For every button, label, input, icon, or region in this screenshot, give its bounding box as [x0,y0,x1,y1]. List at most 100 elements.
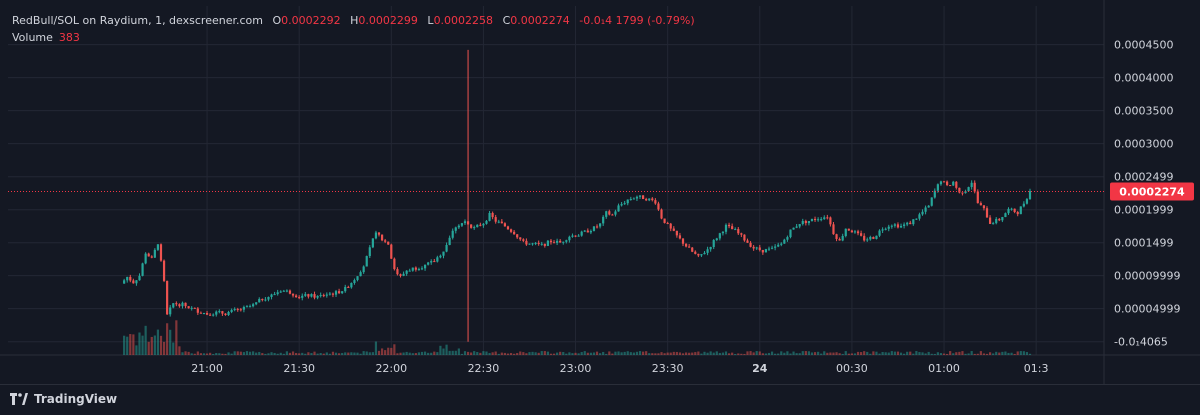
volume-bar [304,353,307,355]
candle-body [549,240,553,243]
volume-bar [377,350,381,355]
candle-body [580,231,583,236]
volume-bar [497,353,500,355]
volume-bar [255,352,258,355]
candle-body [608,211,611,215]
candle-body [528,243,531,245]
volume-bar [362,351,365,355]
candle-body [233,309,236,311]
x-tick-label: 00:30 [836,362,868,375]
volume-bar [224,353,227,355]
volume-bar [592,352,596,355]
candle-body [982,205,986,209]
candle-body [295,295,298,298]
candle-body [617,205,620,212]
candle-body [783,239,786,244]
candle-body [675,230,678,236]
volume-bar [967,353,970,355]
volume-bar [273,352,276,355]
candle-body [473,227,476,229]
candle-body [430,261,433,263]
volume-bar [282,353,285,355]
candle-body [181,302,184,307]
volume-bar [632,352,635,355]
candle-body [663,218,666,223]
candle-body [448,237,451,245]
candle-body [439,255,442,258]
candle-body [298,297,301,299]
volume-bar [777,353,780,355]
candle-body [817,219,820,221]
candle-body [592,226,596,231]
candle-body [509,229,513,232]
candle-body [850,230,853,233]
volume-bar [595,351,599,355]
volume-bar [620,352,623,355]
candle-body [454,227,457,231]
volume-bar [261,353,264,355]
candle-body [823,217,826,220]
volume-bar [703,351,706,355]
price-chart[interactable]: 0.0004500 0.0004000 0.0003500 0.0003000 0.00… [0,0,1200,384]
candle-body [942,181,946,183]
candle-body [749,242,752,247]
candle-body [224,313,227,315]
candle-body [218,311,221,313]
candle-body [835,234,838,239]
candle-body [737,229,740,234]
candle-body [884,228,887,230]
candle-body [325,294,328,296]
volume-bar [126,336,129,355]
candle-body [565,240,568,242]
volume-bar [724,351,728,355]
candle-body [273,294,276,296]
candle-body [678,235,682,239]
candle-body [470,224,473,228]
volume-bar [132,334,135,355]
volume-bar [212,353,215,355]
volume-bar [912,353,915,355]
candle-body [221,311,224,314]
candle-body [282,290,285,292]
candle-body [540,243,543,245]
y-tick-label: 0.0004500 [1114,39,1174,52]
candle-body [795,226,798,228]
volume-bar [506,353,510,355]
candle-body [1004,213,1007,218]
candle-body [371,238,374,248]
volume-bar [374,341,378,355]
volume-bar [227,352,230,355]
candle-body [958,187,961,193]
volume-bar [187,351,190,355]
candle-body [964,191,967,194]
candle-body [906,222,909,225]
volume-bar [301,352,304,355]
volume-bar [752,352,755,355]
volume-bar [681,353,685,355]
y-tick-label: 0.0004000 [1114,72,1174,85]
volume-bar [178,346,181,355]
volume-bar [970,351,973,355]
candle-body [697,253,700,256]
volume-bar [942,353,946,355]
candle-body [427,262,430,265]
candle-body [924,207,927,212]
candle-body [660,209,663,219]
candle-body [156,244,160,250]
volume-bar [903,353,906,355]
candle-body [866,239,869,241]
high-value: 0.0002299 [358,14,418,27]
volume-bar [1022,351,1025,355]
candle-body [380,234,384,241]
candle-body [215,311,218,315]
candle-body [138,275,141,281]
volume-value: 383 [58,31,80,44]
candle-body [869,236,872,240]
y-tick-label: -0.0₁4065 [1114,336,1168,349]
tradingview-brand[interactable]: TradingView [10,392,117,406]
candle-body [537,242,540,244]
volume-bar [780,351,783,355]
candle-body [264,299,267,301]
volume-bar [534,352,537,355]
